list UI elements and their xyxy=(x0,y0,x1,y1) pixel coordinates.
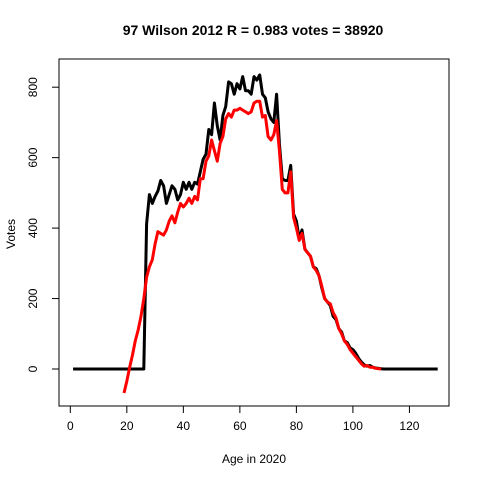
series-layer xyxy=(73,73,438,394)
y-axis-label: Votes xyxy=(4,219,18,249)
y-tick-label: 800 xyxy=(26,77,40,97)
x-tick-label: 0 xyxy=(67,419,74,433)
x-axis: 0 20 40 60 80 100 120 xyxy=(67,405,420,433)
x-axis-label: Age in 2020 xyxy=(222,452,286,466)
series-line-1 xyxy=(73,73,438,371)
x-tick-label: 100 xyxy=(343,419,363,433)
x-tick-label: 60 xyxy=(233,419,247,433)
plot-frame xyxy=(58,58,450,407)
y-tick-label: 0 xyxy=(26,365,40,372)
x-tick-label: 40 xyxy=(177,419,191,433)
series-line-2 xyxy=(122,99,382,394)
y-tick-label: 200 xyxy=(26,288,40,308)
y-axis: 0 200 400 600 800 xyxy=(26,77,60,372)
x-tick-label: 20 xyxy=(120,419,134,433)
x-tick-label: 120 xyxy=(399,419,419,433)
x-tick-label: 80 xyxy=(290,419,304,433)
chart-title: 97 Wilson 2012 R = 0.983 votes = 38920 xyxy=(123,22,384,38)
y-tick-label: 600 xyxy=(26,147,40,167)
y-tick-label: 400 xyxy=(26,218,40,238)
